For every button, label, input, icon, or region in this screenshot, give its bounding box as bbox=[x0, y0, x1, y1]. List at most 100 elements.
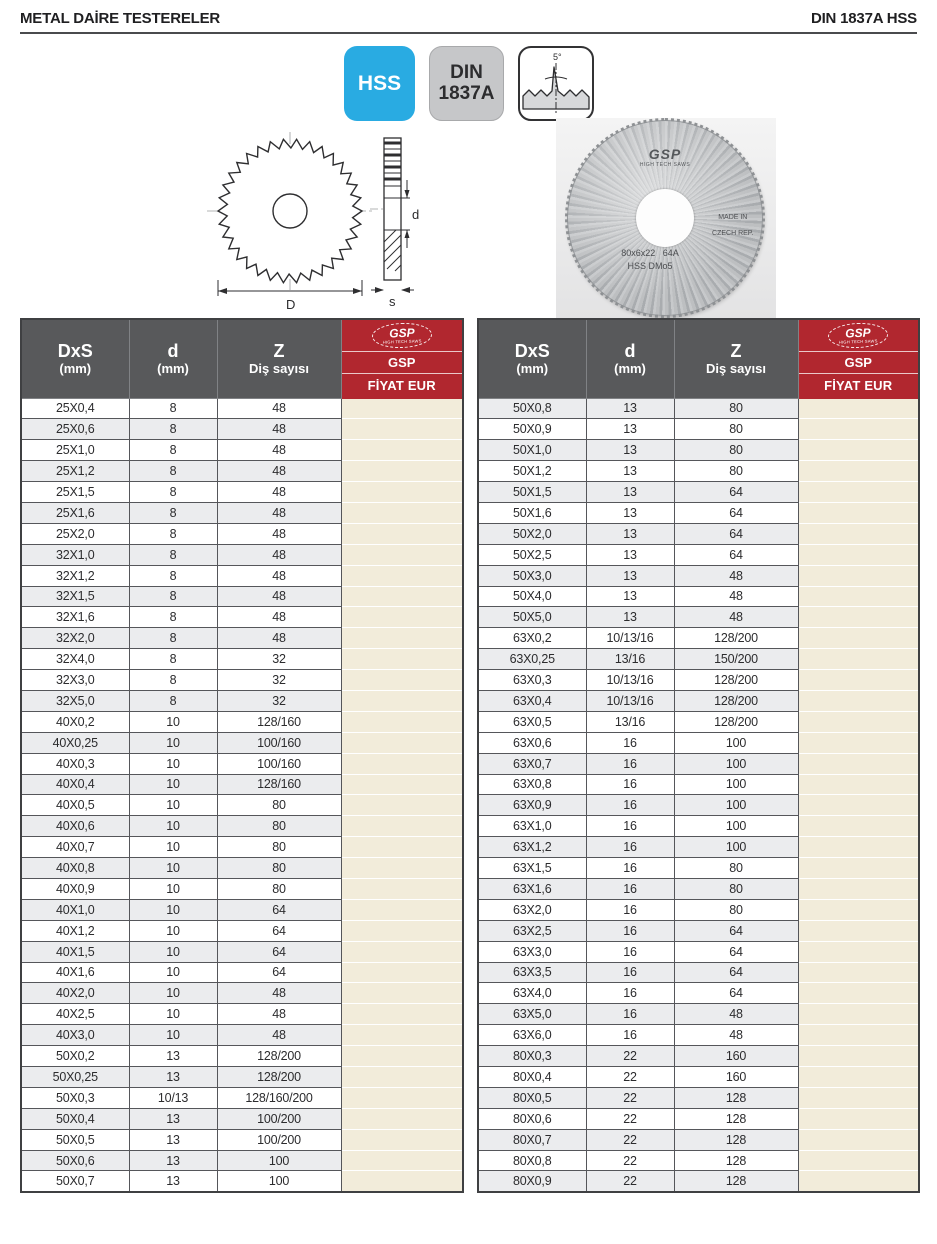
table-row: 50X1,2 13 80 bbox=[477, 460, 920, 483]
table-row: 63X0,7 16 100 bbox=[477, 752, 920, 775]
cell-price-empty bbox=[340, 1170, 464, 1193]
cell-z: 80 bbox=[216, 815, 342, 838]
cell-price-empty bbox=[797, 815, 920, 838]
cell-dxs: 63X0,4 bbox=[477, 689, 587, 712]
din-badge-line2: 1837A bbox=[438, 82, 495, 104]
cell-d: 8 bbox=[128, 460, 218, 483]
table-row: 80X0,9 22 128 bbox=[477, 1170, 920, 1193]
cell-dxs: 50X1,0 bbox=[477, 439, 587, 462]
cell-d: 13 bbox=[585, 543, 675, 566]
cell-d: 22 bbox=[585, 1086, 675, 1109]
cell-price-empty bbox=[797, 836, 920, 859]
cell-price-empty bbox=[340, 836, 464, 859]
table-header-row: DxS (mm) d (mm) Z Diş sayısı bbox=[20, 318, 464, 399]
cell-d: 10 bbox=[128, 731, 218, 754]
table-row: 40X1,6 10 64 bbox=[20, 961, 464, 984]
cell-d: 13 bbox=[128, 1170, 218, 1193]
table-row: 50X2,5 13 64 bbox=[477, 543, 920, 566]
cell-d: 10 bbox=[128, 877, 218, 900]
cell-price-empty bbox=[340, 710, 464, 733]
table-row: 50X0,3 10/13 128/160/200 bbox=[20, 1086, 464, 1109]
cell-price-empty bbox=[797, 940, 920, 963]
cell-d: 16 bbox=[585, 898, 675, 921]
table-row: 63X0,2 10/13/16 128/200 bbox=[477, 627, 920, 650]
cell-d: 8 bbox=[128, 669, 218, 691]
cell-d: 10 bbox=[128, 752, 218, 775]
table-row: 40X0,25 10 100/160 bbox=[20, 731, 464, 754]
cell-price-empty bbox=[797, 877, 920, 900]
cell-price-empty bbox=[797, 982, 920, 1005]
cell-z: 100 bbox=[216, 1149, 342, 1172]
cell-dxs: 63X4,0 bbox=[477, 982, 587, 1005]
cell-dxs: 40X2,0 bbox=[20, 982, 130, 1005]
cell-d: 10/13/16 bbox=[585, 627, 675, 650]
table-row: 50X1,6 13 64 bbox=[477, 501, 920, 524]
cell-price-empty bbox=[340, 982, 464, 1005]
cell-price-empty bbox=[797, 1128, 920, 1151]
cell-d: 13/16 bbox=[585, 710, 675, 733]
cell-dxs: 50X0,6 bbox=[20, 1149, 130, 1172]
cell-price-empty bbox=[797, 627, 920, 650]
cell-d: 8 bbox=[128, 585, 218, 608]
cell-price-empty bbox=[797, 397, 920, 420]
cell-d: 13/16 bbox=[585, 648, 675, 671]
cell-z: 48 bbox=[673, 585, 799, 608]
table-row: 32X5,0 8 32 bbox=[20, 689, 464, 712]
cell-dxs: 40X1,6 bbox=[20, 961, 130, 984]
cell-dxs: 25X1,2 bbox=[20, 460, 130, 483]
cell-d: 10 bbox=[128, 1003, 218, 1026]
col-header-dxs: DxS (mm) bbox=[20, 318, 130, 399]
cell-d: 13 bbox=[585, 501, 675, 524]
table-row: 40X0,7 10 80 bbox=[20, 836, 464, 859]
cell-z: 128 bbox=[673, 1128, 799, 1151]
table-row: 63X0,9 16 100 bbox=[477, 794, 920, 817]
table-row: 32X1,2 8 48 bbox=[20, 564, 464, 587]
cell-price-empty bbox=[797, 857, 920, 879]
cell-d: 22 bbox=[585, 1107, 675, 1130]
cell-dxs: 63X0,3 bbox=[477, 669, 587, 691]
cell-z: 48 bbox=[216, 501, 342, 524]
cell-dxs: 50X0,7 bbox=[20, 1170, 130, 1193]
cell-d: 8 bbox=[128, 522, 218, 545]
table-row: 40X0,3 10 100/160 bbox=[20, 752, 464, 775]
cell-z: 64 bbox=[673, 961, 799, 984]
cell-d: 10/13 bbox=[128, 1086, 218, 1109]
table-row: 40X2,5 10 48 bbox=[20, 1003, 464, 1026]
spec-table-left: DxS (mm) d (mm) Z Diş sayısı bbox=[20, 318, 464, 1193]
cell-dxs: 63X1,5 bbox=[477, 857, 587, 879]
cell-d: 10 bbox=[128, 857, 218, 879]
cell-z: 80 bbox=[673, 877, 799, 900]
cell-z: 64 bbox=[673, 982, 799, 1005]
cell-z: 48 bbox=[216, 439, 342, 462]
cell-d: 10 bbox=[128, 773, 218, 796]
cell-z: 100/200 bbox=[216, 1107, 342, 1130]
cell-d: 10/13/16 bbox=[585, 689, 675, 712]
table-row: 63X2,5 16 64 bbox=[477, 919, 920, 942]
cell-price-empty bbox=[340, 481, 464, 503]
table-row: 63X3,5 16 64 bbox=[477, 961, 920, 984]
cell-z: 48 bbox=[673, 1024, 799, 1047]
cell-dxs: 63X2,0 bbox=[477, 898, 587, 921]
col-header-z: Z Diş sayısı bbox=[673, 318, 799, 399]
cell-d: 10 bbox=[128, 940, 218, 963]
col-header-dxs: DxS (mm) bbox=[477, 318, 587, 399]
cell-z: 80 bbox=[216, 836, 342, 859]
cell-dxs: 63X0,7 bbox=[477, 752, 587, 775]
cell-dxs: 40X1,0 bbox=[20, 898, 130, 921]
cell-d: 13 bbox=[585, 522, 675, 545]
cell-dxs: 63X0,9 bbox=[477, 794, 587, 817]
cell-price-empty bbox=[340, 627, 464, 650]
table-row: 63X0,4 10/13/16 128/200 bbox=[477, 689, 920, 712]
cell-d: 10/13/16 bbox=[585, 669, 675, 691]
cell-price-empty bbox=[340, 606, 464, 629]
cell-d: 16 bbox=[585, 919, 675, 942]
cell-d: 16 bbox=[585, 1024, 675, 1047]
cell-price-empty bbox=[340, 1024, 464, 1047]
cell-d: 13 bbox=[585, 418, 675, 441]
cell-price-empty bbox=[797, 1149, 920, 1172]
cell-d: 16 bbox=[585, 815, 675, 838]
cell-z: 48 bbox=[216, 543, 342, 566]
cell-price-empty bbox=[340, 940, 464, 963]
cell-dxs: 32X1,5 bbox=[20, 585, 130, 608]
cell-dxs: 63X3,5 bbox=[477, 961, 587, 984]
